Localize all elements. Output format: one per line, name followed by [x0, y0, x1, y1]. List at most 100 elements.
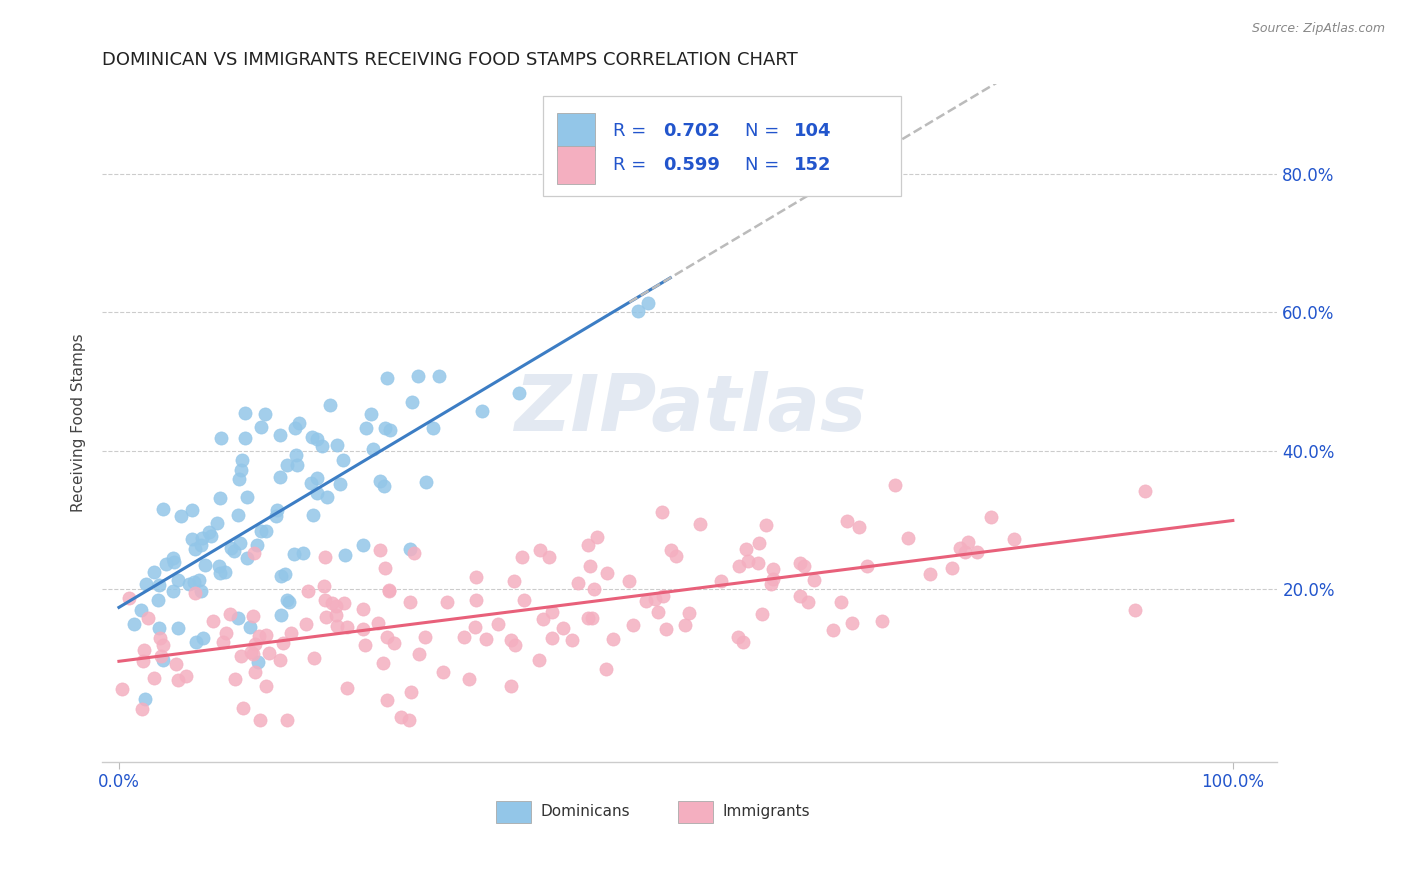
Point [727, 630, 749, 644]
Text: ZIPatlas: ZIPatlas [513, 371, 866, 448]
Point [246, 655, 269, 669]
Point [619, 574, 641, 589]
Point [835, 514, 858, 528]
Point [325, 599, 347, 613]
Point [321, 596, 343, 610]
Point [236, 551, 259, 566]
Point [167, 673, 190, 687]
Point [422, 421, 444, 435]
Bar [543, 95, 901, 196]
Point [150, 649, 173, 664]
Point [796, 594, 818, 608]
Point [162, 583, 184, 598]
Point [242, 609, 264, 624]
Point [232, 700, 254, 714]
Point [415, 475, 437, 490]
Point [980, 509, 1002, 524]
Point [239, 620, 262, 634]
Point [689, 517, 711, 532]
Y-axis label: Receiving Food Stamps: Receiving Food Stamps [72, 334, 86, 512]
Point [501, 633, 523, 648]
Point [285, 458, 308, 472]
Point [284, 421, 307, 435]
Point [368, 543, 391, 558]
Point [957, 535, 980, 549]
Point [177, 577, 200, 591]
Point [134, 692, 156, 706]
Point [375, 693, 398, 707]
Point [314, 579, 336, 593]
Point [246, 538, 269, 552]
Point [602, 632, 624, 646]
Point [513, 593, 536, 607]
Point [540, 631, 562, 645]
Point [401, 394, 423, 409]
Point [399, 595, 422, 609]
Point [373, 478, 395, 492]
Point [621, 618, 644, 632]
Point [651, 505, 673, 519]
Point [464, 619, 486, 633]
Point [302, 508, 325, 522]
Point [793, 558, 815, 573]
Point [295, 617, 318, 632]
Point [152, 653, 174, 667]
Point [678, 606, 700, 620]
Point [247, 628, 270, 642]
Point [578, 559, 600, 574]
Point [193, 558, 215, 572]
Point [326, 618, 349, 632]
Point [188, 573, 211, 587]
Point [374, 421, 396, 435]
Point [527, 653, 550, 667]
Point [314, 593, 336, 607]
Point [329, 477, 352, 491]
Point [301, 430, 323, 444]
Point [132, 654, 155, 668]
Point [398, 713, 420, 727]
Point [249, 524, 271, 538]
Point [283, 547, 305, 561]
Point [404, 546, 426, 560]
Point [148, 577, 170, 591]
Point [229, 463, 252, 477]
Point [245, 637, 267, 651]
Point [710, 574, 733, 588]
Point [503, 574, 526, 589]
Point [647, 605, 669, 619]
Point [567, 575, 589, 590]
Point [803, 573, 825, 587]
Point [503, 639, 526, 653]
Point [378, 423, 401, 437]
Point [280, 626, 302, 640]
Point [224, 672, 246, 686]
Point [508, 385, 530, 400]
Point [652, 589, 675, 603]
Point [352, 601, 374, 615]
Point [266, 509, 288, 524]
Text: Immigrants: Immigrants [723, 805, 810, 820]
Point [413, 630, 436, 644]
Point [304, 651, 326, 665]
Point [856, 558, 879, 573]
Point [124, 616, 146, 631]
Point [735, 541, 758, 556]
Point [332, 453, 354, 467]
Point [841, 616, 863, 631]
Point [576, 538, 599, 552]
Point [408, 647, 430, 661]
Point [208, 491, 231, 505]
Point [162, 550, 184, 565]
Text: N =: N = [745, 122, 785, 140]
Point [453, 630, 475, 644]
Point [333, 548, 356, 562]
Point [737, 554, 759, 568]
Point [257, 646, 280, 660]
Point [377, 583, 399, 598]
Point [314, 549, 336, 564]
Point [576, 610, 599, 624]
Point [242, 647, 264, 661]
Point [111, 681, 134, 696]
Point [233, 406, 256, 420]
Point [214, 565, 236, 579]
